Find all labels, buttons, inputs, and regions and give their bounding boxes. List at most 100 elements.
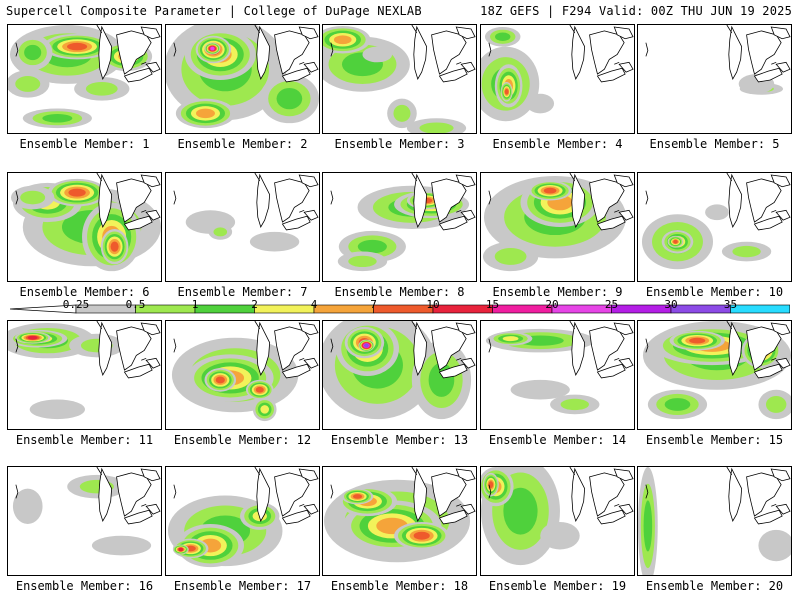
great-lakes-outline <box>274 30 310 75</box>
scp-contour-7 <box>215 376 225 384</box>
scp-map <box>165 466 320 576</box>
scp-contour-7 <box>673 239 678 244</box>
great-lakes-outline <box>256 173 271 228</box>
scp-map <box>165 24 320 134</box>
great-lakes-outline <box>753 67 783 83</box>
colorbar-tick-label: 4 <box>310 298 318 311</box>
scp-map <box>480 320 635 430</box>
great-lakes-outline <box>438 363 468 379</box>
scp-contour-0.5 <box>765 395 787 413</box>
great-lakes-outline <box>298 174 319 188</box>
colorbar-tick-label: 10 <box>426 298 440 311</box>
scp-contour-0.25 <box>705 204 729 221</box>
scp-contour-0.5 <box>348 255 377 268</box>
ensemble-member-label: Ensemble Member: 7 <box>177 285 308 299</box>
coastline <box>645 25 777 65</box>
great-lakes-outline <box>455 26 476 40</box>
ensemble-member-label: Ensemble Member: 10 <box>645 285 784 299</box>
ensemble-member-label: Ensemble Member: 2 <box>177 137 308 151</box>
great-lakes-outline <box>123 363 153 379</box>
scp-map <box>322 172 477 282</box>
scp-contour-0.5 <box>419 122 454 133</box>
colorbar-tick-label: 2 <box>251 298 258 311</box>
scp-contour-1 <box>276 88 303 110</box>
scp-contour-0.5 <box>732 245 761 258</box>
colorbar-segment <box>730 304 790 314</box>
great-lakes-outline <box>770 174 791 188</box>
colorbar-tick-label: 1 <box>191 298 199 311</box>
great-lakes-outline <box>455 322 476 336</box>
great-lakes-outline <box>413 321 428 376</box>
great-lakes-outline <box>455 174 476 188</box>
coastline <box>173 25 305 65</box>
great-lakes-outline <box>98 321 113 376</box>
great-lakes-outline <box>460 503 476 515</box>
great-lakes-outline <box>596 363 626 379</box>
great-lakes-outline <box>438 67 468 83</box>
great-lakes-outline <box>770 322 791 336</box>
great-lakes-outline <box>303 503 319 515</box>
ensemble-member-label: Ensemble Member: 18 <box>330 579 469 593</box>
great-lakes-outline <box>116 326 152 371</box>
great-lakes-outline <box>140 174 161 188</box>
ensemble-member-label: Ensemble Member: 17 <box>173 579 312 593</box>
scp-contour-0.5 <box>213 227 228 237</box>
scp-contour-0.25 <box>362 46 393 63</box>
scp-contour-7 <box>67 42 88 51</box>
great-lakes-outline <box>298 322 319 336</box>
great-lakes-outline <box>140 322 161 336</box>
great-lakes-outline <box>123 215 153 231</box>
scp-contour-1 <box>24 44 42 61</box>
chart-title: Supercell Composite Parameter | College … <box>6 4 422 18</box>
great-lakes-outline <box>775 357 791 369</box>
scp-map <box>7 320 162 430</box>
scp-contour-1 <box>495 32 511 42</box>
scp-map <box>637 466 792 576</box>
great-lakes-outline <box>770 26 791 40</box>
great-lakes-outline <box>618 357 634 369</box>
ensemble-member-label: Ensemble Member: 12 <box>173 433 312 447</box>
scp-contour-30 <box>364 343 369 348</box>
great-lakes-outline <box>98 173 113 228</box>
colorbar-tick-label: 30 <box>664 298 678 311</box>
scp-contour-7 <box>413 531 430 540</box>
great-lakes-outline <box>303 357 319 369</box>
scp-contour-10 <box>27 335 38 340</box>
scp-contour-0.25 <box>758 529 791 562</box>
coastline <box>488 467 620 507</box>
great-lakes-outline <box>613 322 634 336</box>
coastline <box>645 321 777 361</box>
great-lakes-outline <box>431 30 467 75</box>
great-lakes-outline <box>753 215 783 231</box>
great-lakes-outline <box>274 472 310 517</box>
coastline <box>645 467 777 507</box>
great-lakes-outline <box>596 509 626 525</box>
scp-contour-2 <box>260 405 270 414</box>
scp-contour-7 <box>68 188 86 197</box>
great-lakes-outline <box>613 174 634 188</box>
colorbar-tick-label: 25 <box>604 298 619 311</box>
scp-contour-4 <box>333 35 352 45</box>
colorbar-segment <box>373 304 434 314</box>
colorbar-segment <box>194 304 255 314</box>
great-lakes-outline <box>413 173 428 228</box>
scp-contour-1 <box>503 487 538 535</box>
great-lakes-outline <box>431 178 467 223</box>
coastline <box>488 321 620 361</box>
great-lakes-outline <box>589 178 625 223</box>
great-lakes-outline <box>431 472 467 517</box>
great-lakes-outline <box>303 209 319 221</box>
great-lakes-outline <box>455 468 476 482</box>
great-lakes-outline <box>613 468 634 482</box>
ensemble-member-label: Ensemble Member: 8 <box>334 285 465 299</box>
colorbar-tick-label: 20 <box>545 298 559 311</box>
scp-contour-1 <box>42 114 73 123</box>
great-lakes-outline <box>618 61 634 73</box>
great-lakes-outline <box>571 173 586 228</box>
color-scale-bar <box>10 304 790 314</box>
colorbar-segment <box>551 304 612 314</box>
scp-map <box>637 24 792 134</box>
coastline <box>173 321 305 361</box>
scp-map <box>322 320 477 430</box>
great-lakes-outline <box>145 503 161 515</box>
